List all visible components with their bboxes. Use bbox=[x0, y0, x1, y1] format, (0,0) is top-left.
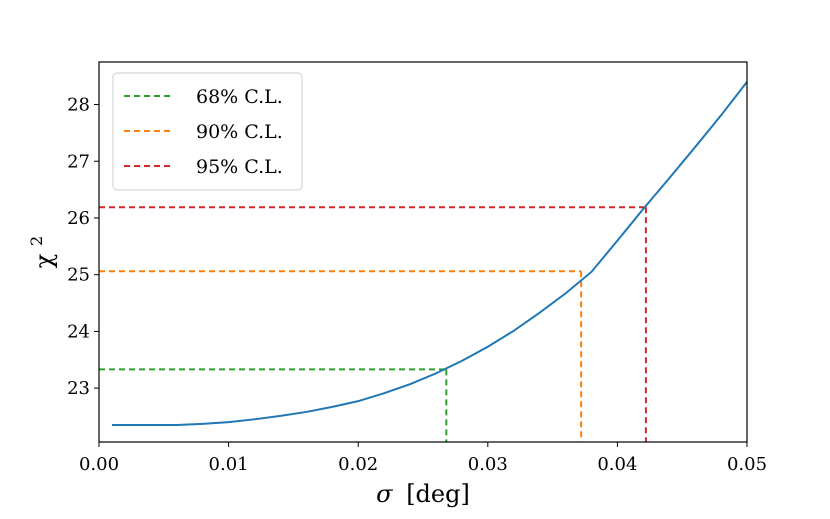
x-axis-symbol: σ bbox=[376, 480, 393, 508]
y-tick-label: 23 bbox=[67, 378, 90, 399]
plot-area bbox=[98, 61, 748, 443]
y-tick-label: 24 bbox=[67, 321, 90, 342]
x-axis-ticks: 0.00 0.01 0.02 0.03 0.04 0.05 bbox=[79, 442, 767, 475]
legend-label-1: 90% C.L. bbox=[196, 121, 283, 143]
y-tick-label: 25 bbox=[67, 265, 90, 286]
x-axis-label: σ [deg] bbox=[376, 480, 470, 508]
y-tick-label: 27 bbox=[67, 151, 90, 172]
x-tick-label: 0.01 bbox=[209, 454, 249, 475]
x-tick-label: 0.00 bbox=[79, 454, 119, 475]
y-tick-label: 26 bbox=[67, 208, 90, 229]
legend-entries: 68% C.L. 90% C.L. 95% C.L. bbox=[124, 86, 283, 178]
x-axis-unit: [deg] bbox=[406, 480, 470, 508]
threshold-lines bbox=[99, 206, 647, 442]
legend: 68% C.L. 90% C.L. 95% C.L. bbox=[112, 72, 303, 191]
x-tick-label: 0.04 bbox=[597, 454, 637, 475]
y-axis-label: χ 2 bbox=[27, 236, 58, 268]
y-axis-ticks: 23 24 25 26 27 28 bbox=[67, 95, 99, 399]
legend-box bbox=[112, 72, 303, 191]
legend-label-2: 95% C.L. bbox=[196, 156, 283, 178]
x-tick-label: 0.03 bbox=[468, 454, 508, 475]
x-tick-label: 0.02 bbox=[338, 454, 378, 475]
y-axis-superscript: 2 bbox=[27, 236, 46, 246]
y-axis-symbol: χ bbox=[30, 253, 58, 268]
plot-frame bbox=[98, 61, 748, 443]
y-tick-label: 28 bbox=[67, 95, 90, 116]
legend-label-0: 68% C.L. bbox=[196, 86, 283, 108]
x-tick-label: 0.05 bbox=[727, 454, 767, 475]
chi2-curve bbox=[111, 81, 748, 426]
